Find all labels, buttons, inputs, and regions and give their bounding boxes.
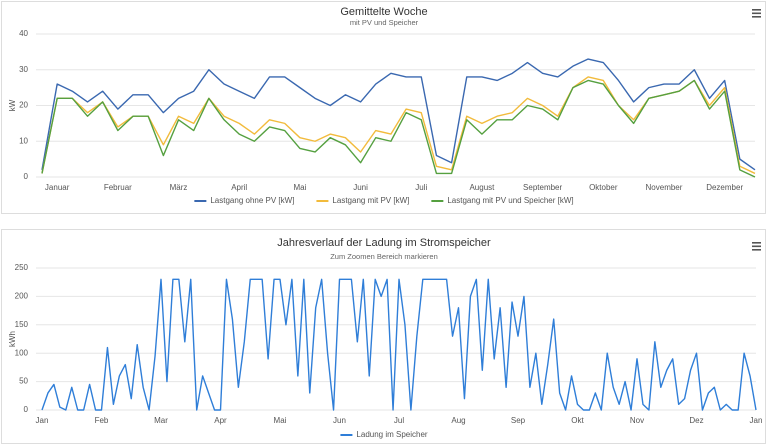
x-tick-label: Jan [36, 416, 49, 425]
legend-item: Lastgang ohne PV [kW] [194, 196, 294, 205]
x-tick-label: September [523, 183, 562, 192]
x-tick-label: Feb [95, 416, 109, 425]
chart-title: Gemittelte Woche [340, 6, 427, 18]
y-tick-label: 10 [19, 136, 28, 145]
series-line [41, 58, 756, 171]
legend-label: Ladung im Speicher [356, 430, 427, 439]
legend-label: Lastgang mit PV und Speicher [kW] [447, 196, 573, 205]
panel [1, 229, 766, 444]
x-tick-label: Jul [394, 416, 404, 425]
x-tick-label: Januar [45, 183, 70, 192]
y-tick-label: 0 [24, 172, 29, 181]
chart-title: Jahresverlauf der Ladung im Stromspeiche… [277, 237, 491, 249]
y-tick-label: 250 [15, 263, 29, 272]
x-tick-label: Mai [293, 183, 306, 192]
series-line [41, 76, 756, 175]
x-tick-label: Apr [214, 416, 227, 425]
menu-button[interactable] [752, 9, 761, 18]
x-tick-label: Sep [511, 416, 526, 425]
y-tick-label: 100 [15, 348, 29, 357]
series-line [41, 79, 756, 178]
y-tick-label: 30 [19, 65, 28, 74]
y-tick-label: 150 [15, 320, 29, 329]
x-tick-label: April [231, 183, 247, 192]
y-tick-label: 50 [19, 377, 28, 386]
chart-subtitle: mit PV und Speicher [350, 18, 419, 27]
x-tick-label: Jun [333, 416, 346, 425]
y-tick-label: 40 [19, 29, 28, 38]
x-tick-label: Mai [274, 416, 287, 425]
y-tick-label: 20 [19, 101, 28, 110]
legend-label: Lastgang ohne PV [kW] [210, 196, 294, 205]
chart-subtitle: Zum Zoomen Bereich markieren [330, 252, 438, 261]
y-tick-label: 0 [24, 405, 29, 414]
x-tick-label: Jan [750, 416, 763, 425]
x-tick-label: Okt [571, 416, 584, 425]
legend-label: Lastgang mit PV [kW] [332, 196, 409, 205]
x-tick-label: August [469, 183, 495, 192]
legend: Ladung im Speicher [340, 430, 428, 439]
x-tick-label: Februar [104, 183, 132, 192]
legend-item: Ladung im Speicher [340, 430, 428, 439]
x-tick-label: März [170, 183, 188, 192]
x-tick-label: November [646, 183, 683, 192]
x-tick-label: Juli [415, 183, 427, 192]
x-tick-label: Dez [689, 416, 703, 425]
panel [1, 1, 766, 214]
x-tick-label: Juni [353, 183, 368, 192]
x-tick-label: Mar [154, 416, 168, 425]
x-tick-label: Nov [630, 416, 644, 425]
x-tick-label: Oktober [589, 183, 618, 192]
menu-button[interactable] [752, 242, 761, 251]
legend: Lastgang ohne PV [kW] Lastgang mit PV [kW… [194, 196, 574, 205]
y-axis-label: kWh [8, 331, 17, 347]
legend-item: Lastgang mit PV [kW] [316, 196, 409, 205]
series-line [41, 278, 757, 411]
x-tick-label: Dezember [706, 183, 743, 192]
y-axis-label: kW [8, 99, 17, 111]
y-tick-label: 200 [15, 292, 29, 301]
x-tick-label: Aug [451, 416, 465, 425]
legend-item: Lastgang mit PV und Speicher [kW] [431, 196, 574, 205]
